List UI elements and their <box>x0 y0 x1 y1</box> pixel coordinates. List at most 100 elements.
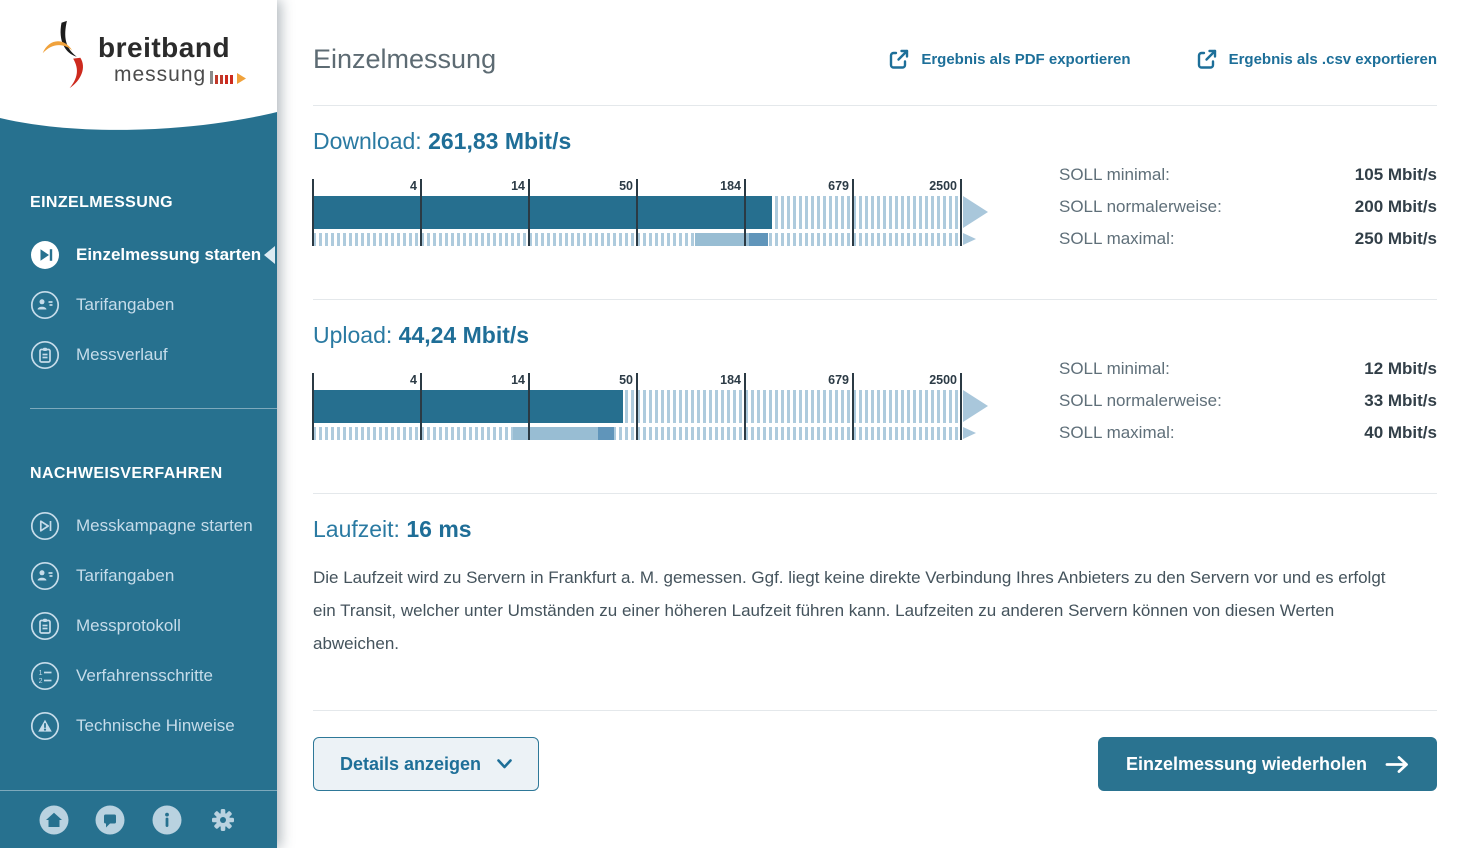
svg-text:2: 2 <box>39 678 43 685</box>
svg-text:1: 1 <box>39 670 43 677</box>
gauge-tick-label: 184 <box>720 373 741 387</box>
gauge-tick-line <box>527 373 530 440</box>
download-gauge-fill <box>313 196 772 229</box>
gauge-tick-label: 184 <box>720 179 741 193</box>
sidebar-item-verfahrensschritte[interactable]: 1 2 Verfahrensschritte <box>30 651 277 701</box>
gauge-tick-label: 14 <box>511 179 525 193</box>
gauge-tick-line <box>312 179 314 246</box>
gauge-tick-line <box>419 373 422 440</box>
tariff-icon <box>30 290 60 320</box>
gauge-tick-line <box>743 179 746 246</box>
show-details-label: Details anzeigen <box>340 753 482 774</box>
download-soll-min-normal-segment <box>695 233 750 246</box>
soll-row: SOLL normalerweise: 200 Mbit/s <box>1059 197 1437 229</box>
nav-section-title: EINZELMESSUNG <box>30 194 173 211</box>
sidebar-footer <box>0 790 277 848</box>
sidebar-item-label: Messverlauf <box>76 345 168 364</box>
gauge-tick-line <box>527 179 530 246</box>
clipboard-icon <box>30 340 60 370</box>
download-soll-table: SOLL minimal: 105 Mbit/s SOLL normalerweis… <box>1059 165 1437 261</box>
upload-section: Upload: 44,24 Mbit/s 4 14 50 184 679 2500 SOL… <box>312 300 1437 493</box>
upload-gauge: 4 14 50 184 679 2500 <box>312 373 988 440</box>
soll-value: 12 Mbit/s <box>1364 359 1437 378</box>
export-pdf-label: Ergebnis als PDF exportieren <box>921 51 1131 68</box>
latency-section: Laufzeit: 16 ms Die Laufzeit wird zu Ser… <box>313 494 1437 710</box>
chat-icon[interactable] <box>94 804 126 836</box>
main-header: Einzelmessung Ergebnis als PDF exportier… <box>313 44 1437 75</box>
download-section: Download: 261,83 Mbit/s 4 14 50 184 679 2500 … <box>312 106 1437 299</box>
info-icon[interactable] <box>151 804 183 836</box>
soll-row: SOLL minimal: 12 Mbit/s <box>1059 359 1437 391</box>
sidebar-item-technische-hinweise[interactable]: Technische Hinweise <box>30 701 277 751</box>
latency-description: Die Laufzeit wird zu Servern in Frankfur… <box>313 568 1386 653</box>
gauge-tick-label: 2500 <box>929 373 957 387</box>
gauge-tick-line <box>852 179 854 246</box>
sidebar-item-tarifangaben[interactable]: Tarifangaben <box>30 551 277 601</box>
soll-row: SOLL maximal: 250 Mbit/s <box>1059 229 1437 261</box>
settings-icon[interactable] <box>207 804 239 836</box>
soll-value: 40 Mbit/s <box>1364 423 1437 442</box>
sidebar-item-label: Messprotokoll <box>76 616 181 635</box>
header-divider <box>313 105 1437 106</box>
export-icon <box>1197 49 1216 69</box>
gauge-tick-line <box>312 373 314 440</box>
download-value: 261,83 Mbit/s <box>428 128 572 154</box>
soll-label: SOLL normalerweise: <box>1059 197 1222 216</box>
show-details-button[interactable]: Details anzeigen <box>313 737 540 791</box>
gauge-tick-label: 679 <box>828 373 849 387</box>
sidebar: breitband messung EINZELMESSUNG Einzelm <box>0 0 277 848</box>
logo-bars-icon <box>210 71 247 84</box>
gauge-tick-label: 4 <box>410 373 417 387</box>
soll-row: SOLL normalerweise: 33 Mbit/s <box>1059 391 1437 423</box>
soll-value: 250 Mbit/s <box>1354 229 1437 248</box>
logo-text-line2: messung <box>114 63 207 86</box>
sidebar-item-label: Tarifangaben <box>76 295 175 314</box>
warning-icon <box>30 711 60 741</box>
gauge-tick-label: 14 <box>511 373 525 387</box>
soll-row: SOLL minimal: 105 Mbit/s <box>1059 165 1437 197</box>
logo-panel: breitband messung <box>0 0 277 110</box>
logo-text-line1: breitband <box>98 32 231 63</box>
latency-value: 16 ms <box>406 516 472 542</box>
section-divider <box>313 710 1437 711</box>
nav-section-title: NACHWEISVERFAHREN <box>30 465 223 482</box>
gauge-tick-line <box>636 373 638 440</box>
sidebar-item-label: Technische Hinweise <box>76 716 235 735</box>
gauge-tick-label: 50 <box>619 179 633 193</box>
sidebar-item-einzelmessung-starten[interactable]: Einzelmessung starten <box>30 230 277 280</box>
logo-swoosh-icon <box>42 20 83 89</box>
repeat-measurement-button[interactable]: Einzelmessung wiederholen <box>1097 737 1437 791</box>
sidebar-item-tarifangaben[interactable]: Tarifangaben <box>30 280 277 330</box>
gauge-arrowhead-icon <box>963 196 988 228</box>
gauge-tick-line <box>960 179 962 246</box>
soll-label: SOLL minimal: <box>1059 359 1170 378</box>
soll-label: SOLL maximal: <box>1059 423 1175 442</box>
gauge-tick-line <box>852 373 854 440</box>
gauge-arrowhead-icon <box>963 390 988 422</box>
gauge-tick-label: 679 <box>828 179 849 193</box>
sidebar-item-label: Verfahrensschritte <box>76 666 214 685</box>
main-content: Einzelmessung Ergebnis als PDF exportier… <box>277 0 1467 848</box>
upload-soll-normal-max-segment <box>598 427 615 440</box>
soll-label: SOLL maximal: <box>1059 229 1175 248</box>
gauge-arrowhead-icon <box>963 233 976 245</box>
export-pdf-button[interactable]: Ergebnis als PDF exportieren <box>887 48 1131 72</box>
sidebar-item-messprotokoll[interactable]: Messprotokoll <box>30 601 277 651</box>
section-divider <box>313 493 1437 494</box>
sidebar-item-messverlauf[interactable]: Messverlauf <box>30 330 277 380</box>
sidebar-nav: EINZELMESSUNG Einzelmessung starten Tarifa… <box>0 194 277 751</box>
arrow-right-icon <box>1385 755 1408 773</box>
soll-value: 105 Mbit/s <box>1354 165 1437 184</box>
home-icon[interactable] <box>38 804 70 836</box>
logo-wave-divider <box>0 110 277 136</box>
gauge-arrowhead-icon <box>963 427 976 439</box>
gauge-tick-line <box>960 373 962 440</box>
app-logo[interactable]: breitband messung <box>40 16 247 94</box>
soll-label: SOLL normalerweise: <box>1059 391 1222 410</box>
export-csv-button[interactable]: Ergebnis als .csv exportieren <box>1195 48 1437 72</box>
upload-value: 44,24 Mbit/s <box>398 322 530 348</box>
page-title: Einzelmessung <box>313 44 497 74</box>
soll-row: SOLL maximal: 40 Mbit/s <box>1059 423 1437 455</box>
sidebar-item-messkampagne-starten[interactable]: Messkampagne starten <box>30 501 277 551</box>
export-icon <box>890 49 909 69</box>
